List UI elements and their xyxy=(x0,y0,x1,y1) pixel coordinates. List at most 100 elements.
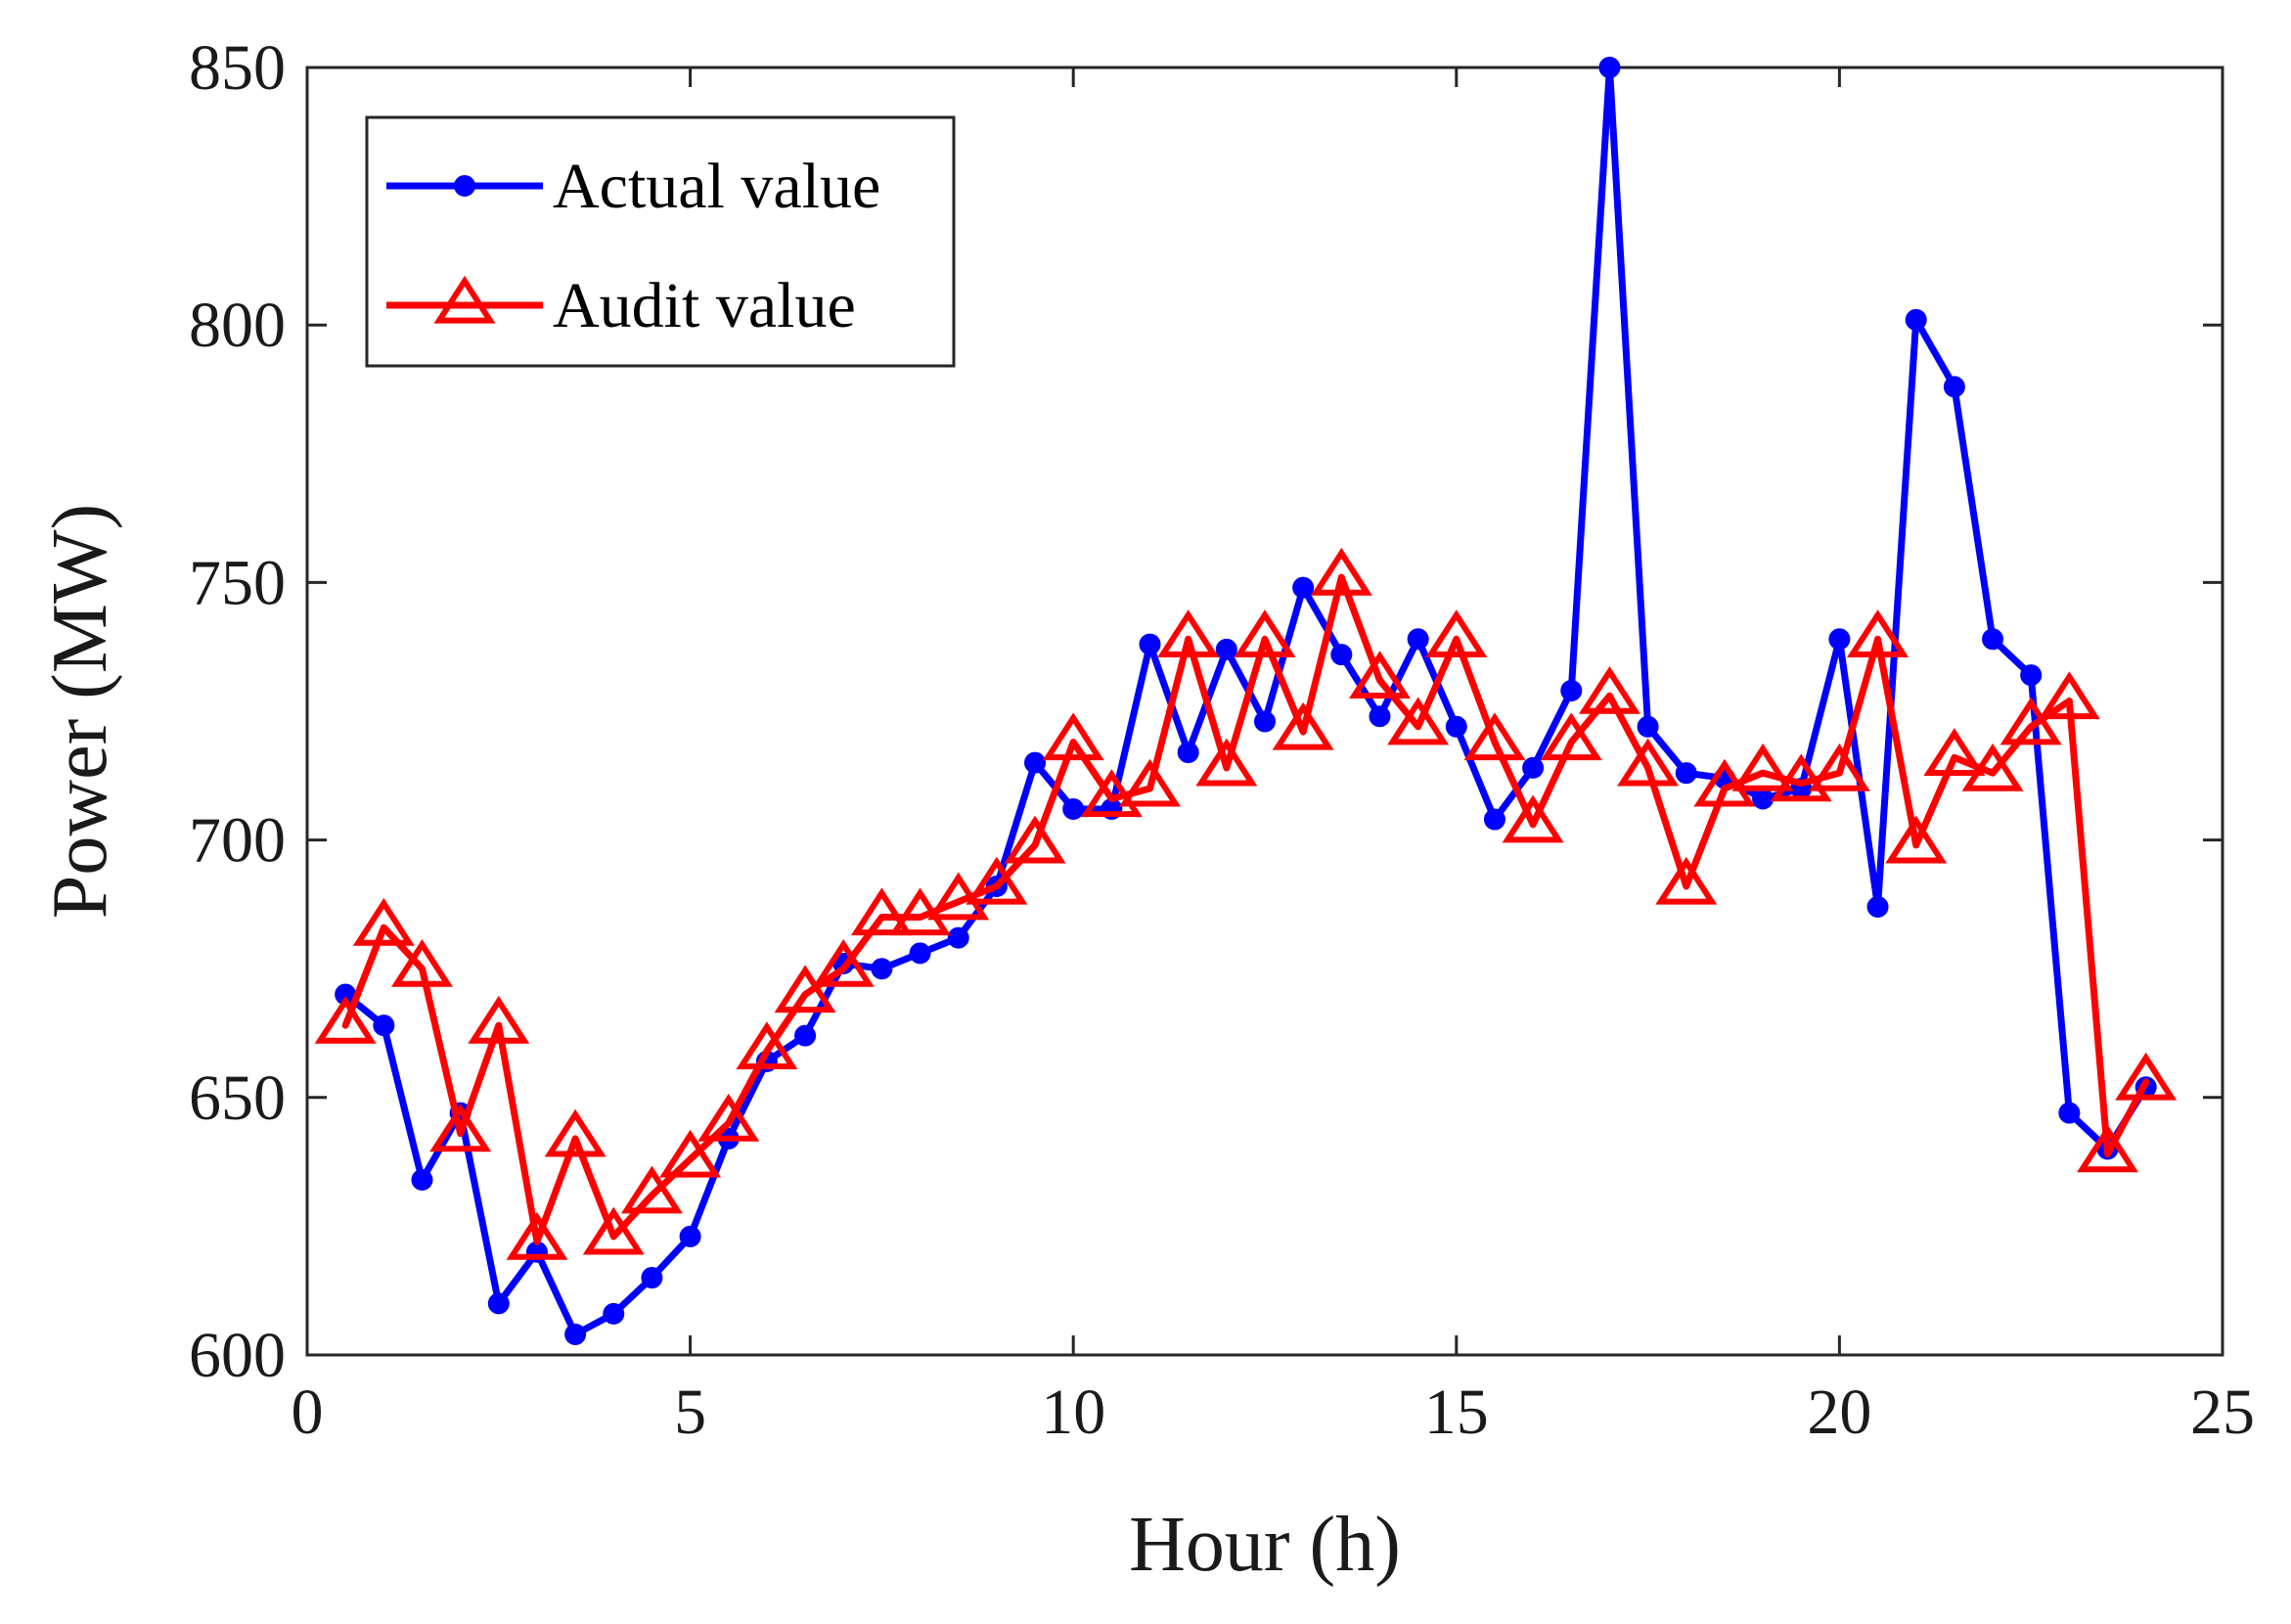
data-point-circle xyxy=(487,1292,510,1315)
data-point-circle xyxy=(2020,664,2043,687)
data-point-triangle xyxy=(1157,609,1220,657)
data-point-triangle xyxy=(812,938,875,987)
data-point-triangle xyxy=(1502,794,1564,843)
data-point-circle xyxy=(1982,628,2004,651)
y-axis-label: Power (MW) xyxy=(37,504,123,919)
data-point-triangle xyxy=(1885,815,1948,864)
data-point-circle xyxy=(1407,628,1429,651)
data-point-circle xyxy=(1675,762,1697,785)
data-point-circle xyxy=(1330,644,1353,666)
y-tick-label: 850 xyxy=(189,32,286,104)
data-point-circle xyxy=(641,1267,663,1289)
series-audit-value xyxy=(314,547,2178,1260)
legend-label: Audit value xyxy=(553,270,856,341)
data-point-triangle xyxy=(620,1165,683,1214)
series-line xyxy=(341,573,2150,1245)
data-point-triangle xyxy=(1999,697,2062,745)
legend-item: Actual value xyxy=(386,151,880,222)
data-point-circle xyxy=(794,1024,817,1047)
legend-item: Audit value xyxy=(386,270,856,341)
data-point-triangle xyxy=(1617,738,1680,787)
legend: Actual value Audit value xyxy=(365,115,956,368)
data-point-triangle xyxy=(1770,753,1832,802)
data-point-triangle xyxy=(1731,743,1794,791)
data-point-circle xyxy=(1215,638,1237,660)
x-axis-label: Hour (h) xyxy=(1129,1502,1401,1588)
legend-label: Actual value xyxy=(553,151,880,222)
data-point-triangle xyxy=(1004,815,1066,864)
data-point-triangle xyxy=(774,965,836,1014)
data-point-circle xyxy=(1866,896,1889,919)
data-point-triangle xyxy=(2077,1124,2139,1173)
y-tick-label: 600 xyxy=(189,1320,286,1391)
x-tick-label: 0 xyxy=(292,1376,324,1448)
legend-box xyxy=(365,115,956,368)
data-point-triangle xyxy=(1234,609,1296,657)
data-point-triangle xyxy=(2115,1052,2178,1101)
data-point-triangle xyxy=(1042,712,1104,761)
x-tick-label: 25 xyxy=(2190,1376,2255,1448)
data-point-circle xyxy=(871,958,893,980)
data-point-circle xyxy=(1292,576,1315,599)
data-point-triangle xyxy=(966,856,1028,905)
data-point-triangle xyxy=(1578,665,1640,714)
data-point-triangle xyxy=(1080,769,1143,818)
data-point-circle xyxy=(1598,57,1621,78)
data-point-triangle xyxy=(1195,738,1258,787)
data-point-triangle xyxy=(390,938,453,987)
data-point-triangle xyxy=(1425,609,1488,657)
data-point-triangle xyxy=(1808,743,1870,791)
data-point-circle xyxy=(411,1169,433,1192)
data-point-circle xyxy=(1752,788,1774,810)
data-point-triangle xyxy=(544,1108,606,1157)
data-point-circle xyxy=(1560,679,1583,701)
data-point-triangle xyxy=(1847,609,1909,657)
data-point-triangle xyxy=(1463,712,1526,761)
x-tick-label: 15 xyxy=(1424,1376,1489,1448)
data-point-circle xyxy=(1445,715,1467,738)
data-point-circle xyxy=(1828,628,1851,651)
data-point-circle xyxy=(1139,633,1161,655)
data-point-circle xyxy=(1062,798,1085,821)
data-point-circle xyxy=(679,1225,701,1247)
legend-marker-triangle xyxy=(433,275,496,324)
data-point-triangle xyxy=(1310,547,1372,596)
data-point-circle xyxy=(1522,756,1545,779)
data-point-circle xyxy=(603,1302,625,1325)
data-point-triangle xyxy=(1387,697,1450,745)
data-point-circle xyxy=(1943,376,1965,398)
data-point-triangle xyxy=(506,1211,568,1260)
y-tick-label: 800 xyxy=(189,290,286,361)
data-point-circle xyxy=(947,926,969,949)
data-point-circle xyxy=(1637,715,1659,738)
data-point-triangle xyxy=(1540,712,1602,761)
data-point-circle xyxy=(1254,710,1276,733)
data-point-triangle xyxy=(314,995,377,1044)
data-point-triangle xyxy=(697,1093,760,1142)
data-point-triangle xyxy=(352,897,415,946)
data-point-triangle xyxy=(429,1104,492,1152)
data-point-triangle xyxy=(1961,743,2024,791)
data-point-triangle xyxy=(1119,758,1182,807)
y-tick-label: 650 xyxy=(189,1062,286,1134)
data-point-triangle xyxy=(1272,701,1334,750)
data-point-circle xyxy=(373,1015,395,1037)
data-point-triangle xyxy=(582,1206,645,1255)
data-point-triangle xyxy=(468,995,530,1044)
data-point-triangle xyxy=(1923,728,1986,776)
data-point-triangle xyxy=(1348,651,1411,699)
x-tick-label: 10 xyxy=(1041,1376,1105,1448)
data-point-circle xyxy=(1483,808,1505,831)
data-point-circle xyxy=(1369,705,1391,728)
y-tick-label: 700 xyxy=(189,805,286,877)
data-point-circle xyxy=(1905,308,1927,331)
data-point-triangle xyxy=(2038,671,2100,720)
data-point-circle xyxy=(909,942,931,965)
data-point-circle xyxy=(564,1323,587,1345)
data-point-triangle xyxy=(659,1129,722,1178)
data-point-triangle xyxy=(736,1021,798,1070)
data-point-triangle xyxy=(850,887,913,936)
legend-marker-circle xyxy=(454,175,475,197)
plot-frame xyxy=(305,66,2224,1357)
